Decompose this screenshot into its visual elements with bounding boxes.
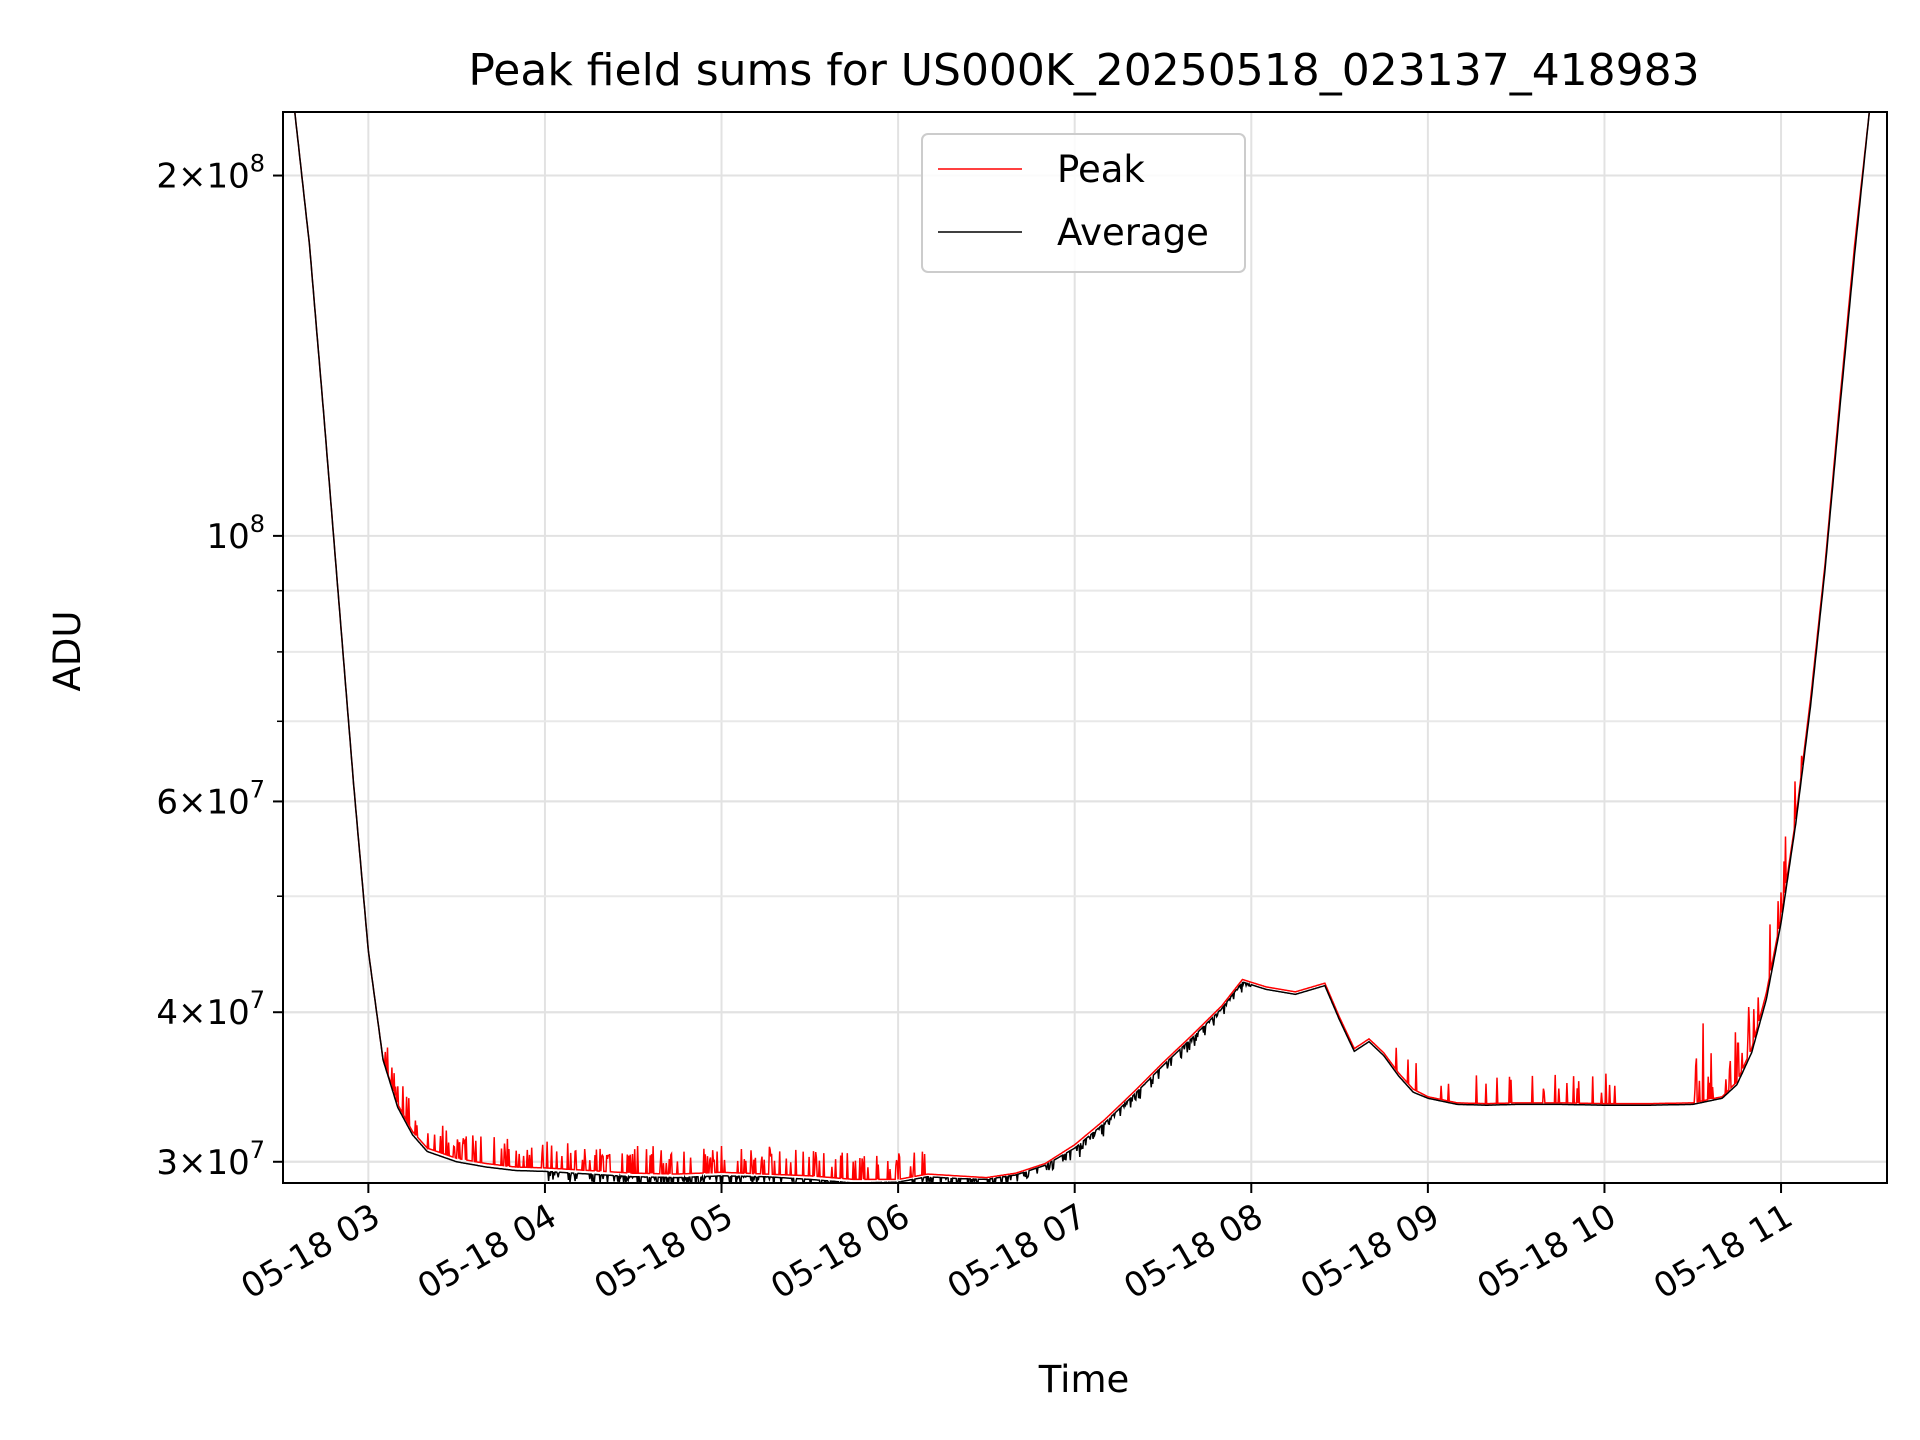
plot-frame [282,111,1888,1184]
y-tick-label: 4×107 [156,986,265,1033]
y-axis: 3×107 4×107 6×107 108 2×108 [156,150,283,1183]
y-tick-label: 3×107 [156,1136,265,1183]
legend-average-label: Average [1057,211,1209,254]
legend-peak-label: Peak [1057,148,1145,191]
y-axis-title: ADU [46,611,89,692]
x-axis-title: Time [1038,1358,1130,1401]
series-line-peak [283,112,1887,1181]
series-line-average [283,112,1887,1183]
legend: Peak Average [921,133,1246,273]
chart-title: Peak field sums for US000K_20250518_0231… [468,45,1699,96]
y-tick-label: 6×107 [156,775,265,822]
y-tick-label: 2×108 [156,150,265,197]
y-tick-label: 108 [206,510,265,557]
series-layer [283,112,1887,1183]
